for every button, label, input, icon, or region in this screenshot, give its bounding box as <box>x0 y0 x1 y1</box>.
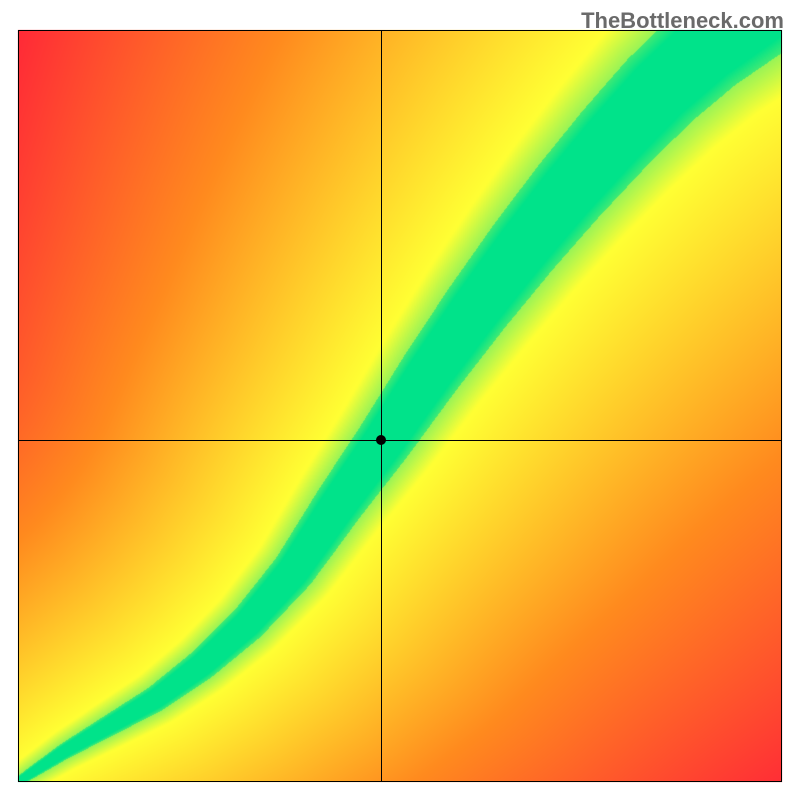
watermark-label: TheBottleneck.com <box>581 8 784 34</box>
crosshair-horizontal <box>18 440 782 441</box>
heatmap-canvas <box>0 0 800 800</box>
crosshair-dot <box>376 435 386 445</box>
bottleneck-heatmap-chart: TheBottleneck.com <box>0 0 800 800</box>
crosshair-vertical <box>381 30 382 782</box>
